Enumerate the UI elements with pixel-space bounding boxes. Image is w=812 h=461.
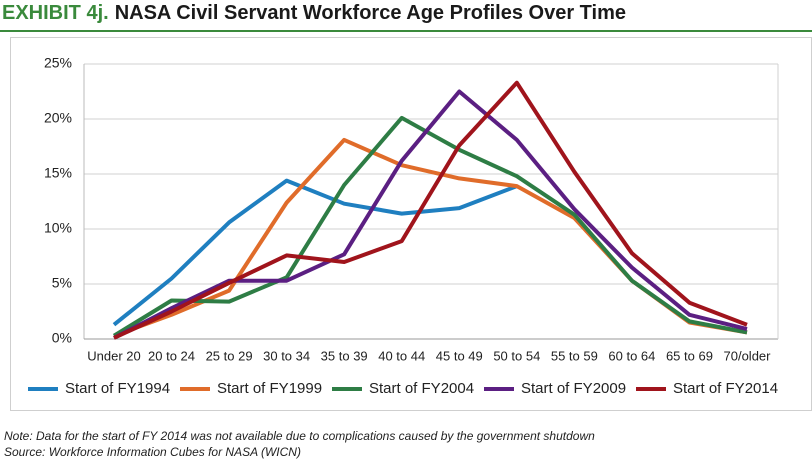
note: Source: Workforce Information Cubes for … <box>4 445 301 459</box>
x-tick-label: 30 to 34 <box>263 348 310 363</box>
y-tick-label: 20% <box>44 110 72 126</box>
x-tick-label: 55 to 59 <box>551 348 598 363</box>
chart-title: EXHIBIT 4j. NASA Civil Servant Workforce … <box>2 2 626 24</box>
note: Note: Data for the start of FY 2014 was … <box>4 429 595 443</box>
series-line <box>112 178 518 327</box>
x-tick-label: 35 to 39 <box>321 348 368 363</box>
x-tick-label: 70/older <box>724 348 772 363</box>
legend-label: Start of FY1999 <box>217 380 322 397</box>
legend-label: Start of FY2014 <box>673 380 778 397</box>
exhibit-label: EXHIBIT 4j. <box>2 2 109 24</box>
legend-item: Start of FY1999 <box>180 380 322 397</box>
y-tick-label: 15% <box>44 165 72 181</box>
x-tick-label: 60 to 64 <box>608 348 655 363</box>
x-tick-label: 20 to 24 <box>148 348 195 363</box>
y-tick-label: 10% <box>44 220 72 236</box>
x-tick-label: 65 to 69 <box>666 348 713 363</box>
x-tick-label: Under 20 <box>87 348 140 363</box>
y-tick-label: 5% <box>52 275 72 291</box>
legend-item: Start of FY2004 <box>332 380 474 397</box>
series-line <box>113 89 748 340</box>
y-tick-label: 0% <box>52 330 72 346</box>
legend-item: Start of FY2014 <box>636 380 778 397</box>
legend-item: Start of FY2009 <box>484 380 626 397</box>
x-tick-label: 40 to 44 <box>378 348 425 363</box>
legend-label: Start of FY1994 <box>65 380 170 397</box>
x-tick-label: 45 to 49 <box>436 348 483 363</box>
y-tick-label: 25% <box>44 55 72 71</box>
legend-item: Start of FY1994 <box>28 380 170 397</box>
x-tick-label: 25 to 29 <box>206 348 253 363</box>
legend-label: Start of FY2004 <box>369 380 474 397</box>
title-text: NASA Civil Servant Workforce Age Profile… <box>115 2 626 24</box>
series-line <box>112 115 748 338</box>
legend-label: Start of FY2009 <box>521 380 626 397</box>
series-line <box>113 80 748 340</box>
series-line <box>113 137 748 338</box>
x-tick-label: 50 to 54 <box>493 348 540 363</box>
